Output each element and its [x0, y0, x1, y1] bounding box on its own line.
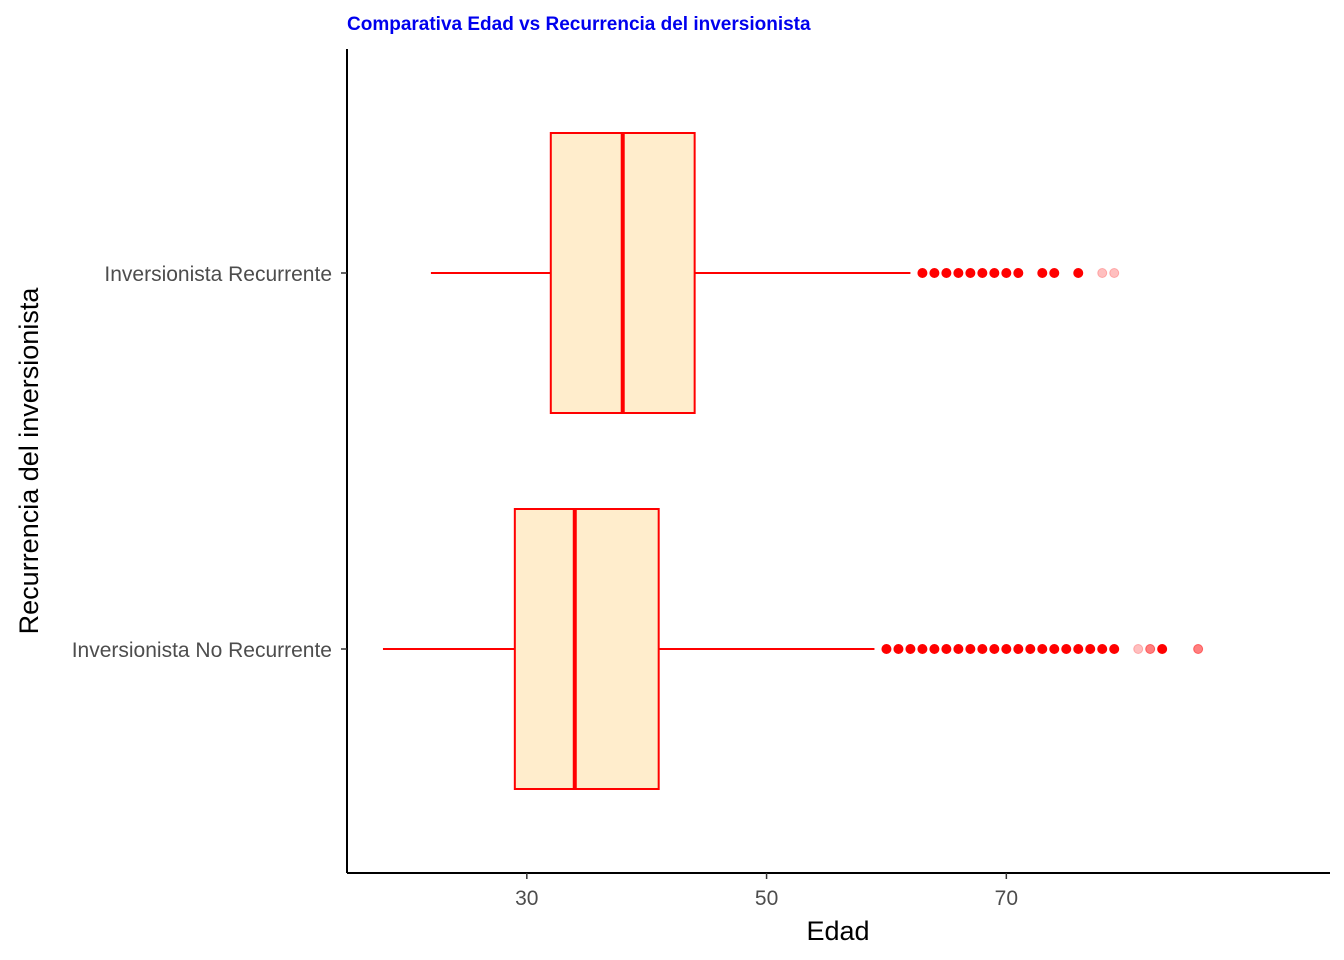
outlier-point: [977, 268, 988, 278]
outlier-point: [941, 644, 952, 654]
outlier-point: [1145, 644, 1156, 654]
outlier-point: [1073, 644, 1084, 654]
x-axis-title: Edad: [806, 916, 869, 946]
outlier-point: [941, 268, 952, 278]
outlier-point: [1001, 644, 1012, 654]
outlier-point: [881, 644, 892, 654]
outlier-point: [1013, 268, 1024, 278]
y-axis-title: Recurrencia del inversionista: [14, 287, 44, 635]
outlier-point: [1073, 268, 1084, 278]
outlier-point: [1001, 268, 1012, 278]
x-tick-label: 30: [515, 887, 538, 910]
outlier-point: [1157, 644, 1168, 654]
outlier-point: [929, 644, 940, 654]
y-axis-ticks: Inversionista Recurrente Inversionista No…: [72, 263, 347, 662]
outlier-point: [917, 268, 928, 278]
outlier-point: [893, 644, 904, 654]
outlier-point: [1109, 644, 1120, 654]
outlier-point: [1013, 644, 1024, 654]
outlier-point: [1025, 644, 1036, 654]
chart-title: Comparativa Edad vs Recurrencia del inve…: [347, 14, 811, 35]
outlier-point: [965, 644, 976, 654]
outlier-point: [1085, 644, 1096, 654]
plot-area: [382, 132, 1204, 790]
outlier-point: [965, 268, 976, 278]
outlier-point: [1097, 268, 1108, 278]
outlier-point: [1097, 644, 1108, 654]
box-group: [382, 508, 1204, 790]
outlier-point: [905, 644, 916, 654]
outlier-point: [1133, 644, 1144, 654]
x-axis-ticks: 30 50 70: [515, 873, 1018, 910]
outlier-point: [977, 644, 988, 654]
outlier-point: [989, 644, 1000, 654]
outlier-point: [953, 644, 964, 654]
outlier-point: [1037, 268, 1048, 278]
x-tick-label: 50: [755, 887, 778, 910]
y-tick-label: Inversionista Recurrente: [104, 263, 332, 286]
x-tick-label: 70: [995, 887, 1018, 910]
outlier-point: [917, 644, 928, 654]
outlier-point: [1109, 268, 1120, 278]
outlier-point: [1049, 644, 1060, 654]
outlier-point: [989, 268, 1000, 278]
outlier-point: [929, 268, 940, 278]
outlier-point: [953, 268, 964, 278]
iqr-box: [513, 508, 660, 790]
outlier-point: [1061, 644, 1072, 654]
y-tick-label: Inversionista No Recurrente: [72, 639, 332, 662]
outlier-point: [1049, 268, 1060, 278]
outlier-point: [1193, 644, 1204, 654]
outlier-point: [1037, 644, 1048, 654]
box-group: [430, 132, 1120, 414]
